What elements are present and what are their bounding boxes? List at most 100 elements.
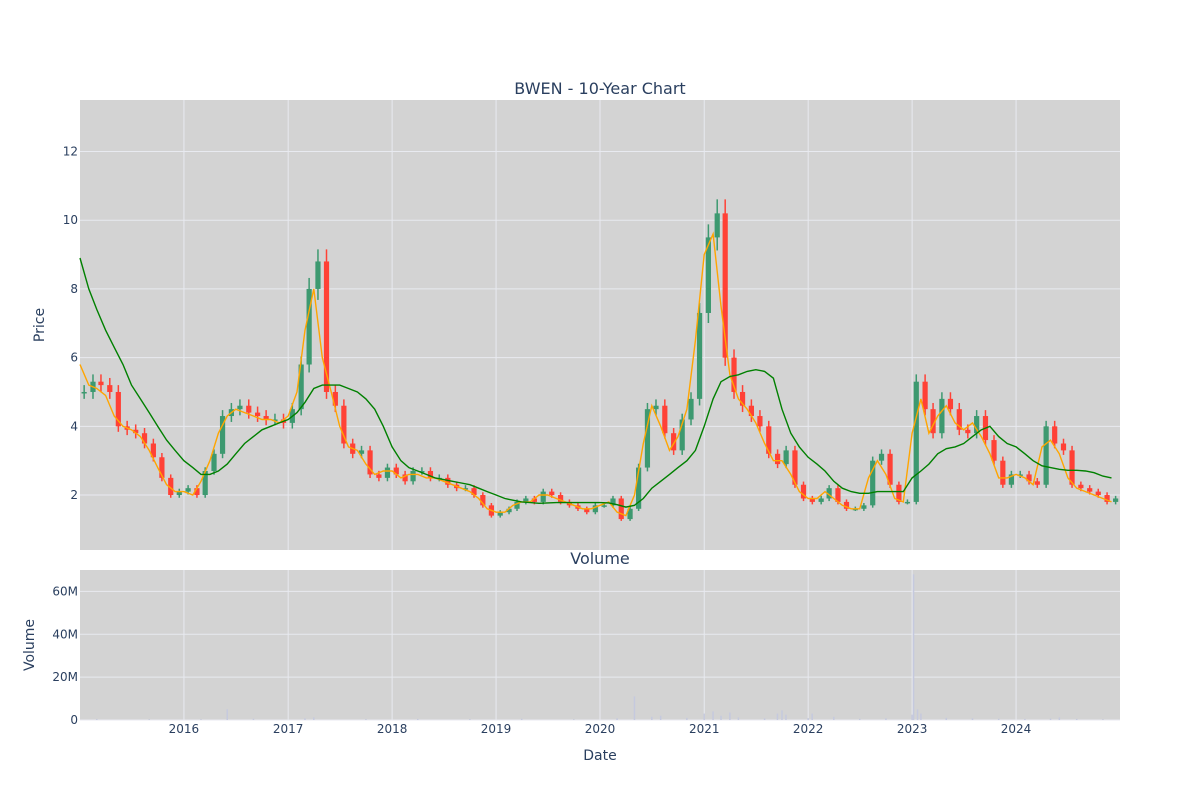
candle-body [766,426,772,454]
volume-bar [811,713,813,720]
volume-bar [1058,717,1061,720]
candle-body [159,457,165,478]
volume-bar [912,574,915,720]
x-tick: 2023 [897,722,928,736]
volume-bar [807,718,809,720]
volume-bar [1024,718,1026,720]
candle-body [523,498,529,502]
candle-body [913,381,919,502]
volume-subplot-title: Volume [570,549,630,568]
volume-bar [148,719,150,720]
candle-body [947,398,954,410]
candle-body [445,477,451,485]
candle-body [922,381,928,410]
volume-y-tick: 40M [52,627,78,641]
volume-bar [1049,718,1052,720]
chart-title: BWEN - 10-Year Chart [514,79,685,98]
candle-body [835,488,841,502]
candle-body [818,498,824,502]
candle-body [809,498,815,502]
volume-bar [416,718,419,720]
price-y-tick: 4 [70,419,78,433]
candle-body [1087,488,1093,492]
candle-body [1104,495,1110,502]
candle-body [298,364,304,410]
candle-body [367,450,373,475]
candle-body [185,488,191,492]
candle-body [1043,426,1049,485]
candle-body [1052,426,1058,444]
candle-body [272,419,278,421]
volume-bar [252,718,255,720]
candle-body [627,508,633,520]
x-tick: 2016 [169,722,200,736]
volume-bars [96,574,1104,720]
candle-body [739,391,746,406]
price-y-tick: 12 [63,145,78,159]
candle-body [852,508,858,511]
volume-bar [200,719,202,720]
x-tick: 2019 [481,722,512,736]
candle-body [939,398,945,434]
candle-body [263,416,269,420]
price-gridlines [80,100,1120,550]
price-y-tick: 10 [63,213,78,227]
candle-body [194,488,200,496]
price-candles [81,199,1119,521]
candle-body [306,288,312,365]
volume-bar [712,711,714,720]
volume-bar [781,710,783,720]
candle-body [1017,474,1023,476]
x-tick-labels: 2016 2017 2018 2019 2020 2021 2022 2023 2024 [169,722,1032,736]
x-tick: 2021 [689,722,720,736]
volume-y-tick: 0 [70,713,78,727]
candle-body [246,405,252,413]
candle-body [506,508,512,513]
candle-body [254,412,261,417]
candle-body [714,213,720,238]
candle-body [107,385,113,392]
volume-bar [785,714,787,720]
candle-body [826,488,832,499]
volume-bar [916,709,919,720]
candle-body [592,505,598,513]
candle-body [384,467,391,478]
price-y-tick: 8 [70,282,78,296]
candle-body [618,498,624,520]
candle-body [471,488,477,496]
volume-y-tick-labels: 0 20M 40M 60M [52,584,78,727]
volume-bar [858,718,861,720]
candle-body [731,357,737,392]
candle-body [176,491,182,496]
volume-bar [469,719,471,720]
candle-body [610,498,616,506]
candle-body [653,405,659,410]
candle-body [549,491,555,496]
volume-bar [763,718,766,720]
candle-body [662,405,668,434]
candle-body [644,409,651,468]
candle-body [800,484,807,499]
volume-bar [96,719,98,720]
candle-body [557,495,564,502]
candle-body [887,453,893,485]
candle-body [1026,474,1032,482]
candle-body [965,429,971,434]
volume-bar [365,719,367,720]
candle-body [393,467,399,475]
price-y-tick: 6 [70,351,78,365]
long-moving-average-line [79,257,1112,508]
candle-body [930,409,936,434]
volume-bar [520,718,523,720]
candle-body [150,443,156,458]
volume-bar [304,718,306,720]
candle-body [341,405,347,444]
candle-body [783,450,789,465]
candle-body [974,416,980,434]
volume-bar [703,713,705,720]
candle-body [480,495,486,506]
volume-y-tick: 60M [52,584,78,598]
candle-body [774,453,781,465]
volume-bar [720,715,722,720]
